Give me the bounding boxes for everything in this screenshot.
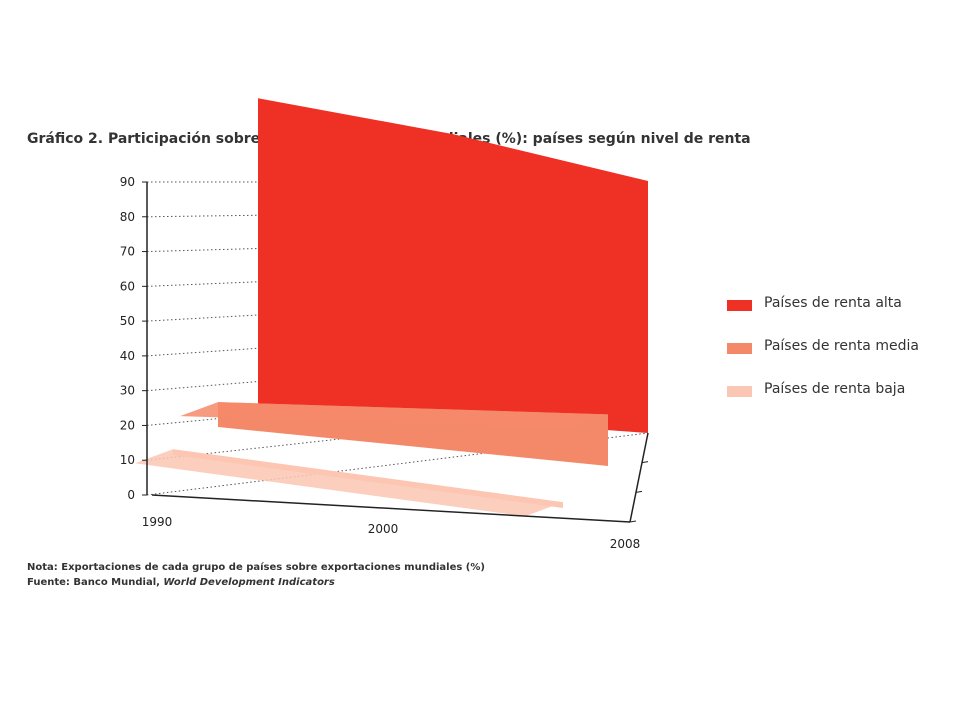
note-text: Nota: Exportaciones de cada grupo de paí…: [27, 562, 485, 573]
y-tick-label: 10: [120, 453, 135, 467]
source-line: Fuente: Banco Mundial, World Development…: [27, 575, 485, 590]
y-tick-label: 60: [120, 279, 135, 293]
source-text: Fuente: Banco Mundial,: [27, 577, 164, 588]
legend-swatch: [727, 386, 752, 397]
y-tick-label: 90: [120, 175, 135, 189]
y-tick-label: 20: [120, 418, 135, 432]
y-tick-label: 40: [120, 349, 135, 363]
x-tick-label: 1990: [142, 515, 173, 529]
y-tick-label: 50: [120, 314, 135, 328]
x-axis: [151, 494, 631, 523]
series-top-face: [135, 449, 563, 517]
depth-tick: [635, 490, 643, 493]
series-top-face: [180, 402, 608, 429]
x-tick-label: 2008: [610, 537, 641, 551]
x-tick-label: 2000: [368, 522, 399, 536]
depth-tick: [641, 461, 649, 464]
y-tick-label: 30: [120, 384, 135, 398]
series-area: [258, 98, 648, 433]
source-italic-text: World Development Indicators: [163, 577, 335, 588]
y-tick-label: 80: [120, 210, 135, 224]
legend-label: Países de renta alta: [764, 295, 902, 311]
legend-swatch: [727, 300, 752, 311]
y-tick-label: 70: [120, 245, 135, 259]
y-tick-label: 0: [127, 488, 135, 502]
legend-label: Países de renta media: [764, 338, 919, 354]
depth-axis: [629, 432, 649, 523]
depth-tick: [629, 520, 637, 523]
chart-note: Nota: Exportaciones de cada grupo de paí…: [27, 560, 485, 590]
legend-swatch: [727, 343, 752, 354]
legend-label: Países de renta baja: [764, 381, 906, 397]
